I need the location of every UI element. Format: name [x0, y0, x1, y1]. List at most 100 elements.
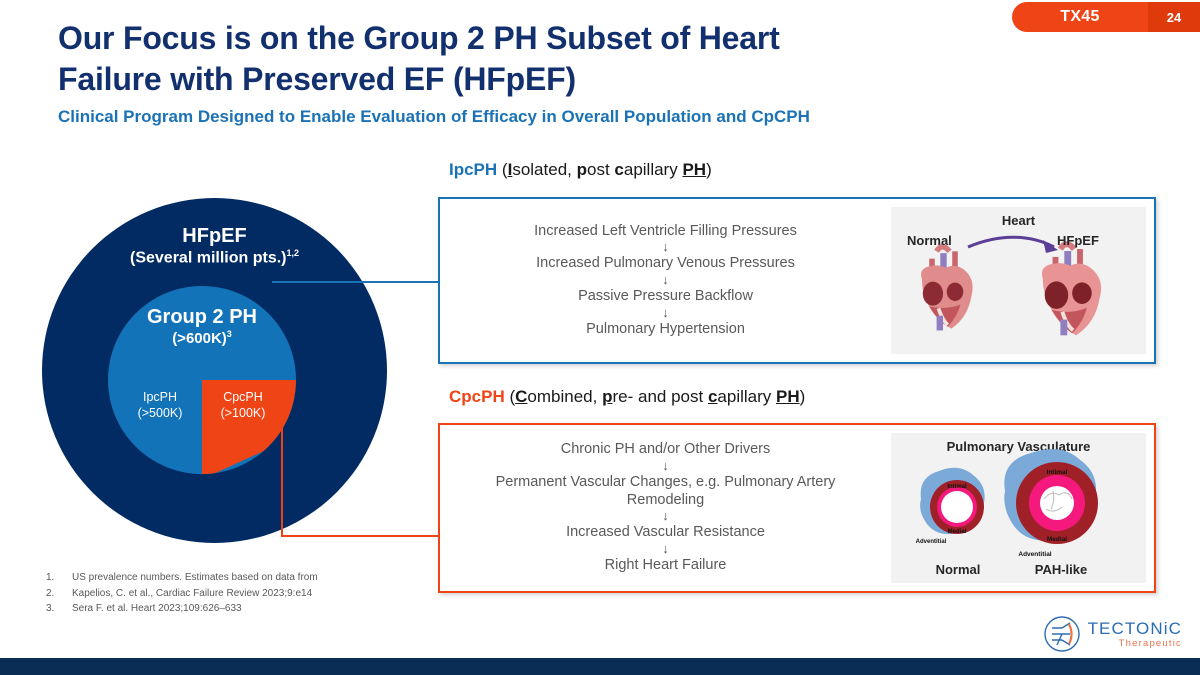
segment-cpcph-value: (>100K) [220, 405, 266, 420]
group2-inner-circle: Group 2 PH (>600K)3 IpcPH (>500K) CpcPH … [108, 286, 296, 474]
heart-comparison-icon [921, 235, 1102, 336]
ipcph-hp-3: p [576, 160, 587, 179]
footnote-text: Sera F. et al. Heart 2023;109:626–633 [72, 603, 242, 614]
footnote-number: 1. [46, 572, 55, 583]
group2-sublabel-row: (>600K)3 [108, 329, 296, 349]
connector-line-cpcph-horizontal [281, 535, 438, 537]
cpcph-flow-step: Right Heart Failure [604, 556, 727, 573]
cpcph-flow-step: Increased Vascular Resistance [566, 524, 765, 541]
cpcph-hp-3: p [602, 387, 613, 406]
page-subtitle: Clinical Program Designed to Enable Eval… [58, 107, 810, 126]
cpcph-hp-7: PH [776, 387, 800, 406]
logo-tagline: Therapeutic [1118, 637, 1182, 649]
down-arrow-icon: ↓ [662, 272, 669, 288]
footnote-text: Kapelios, C. et al., Cardiac Failure Rev… [72, 587, 313, 599]
vasculature-pah-caption: PAH-like [1034, 562, 1088, 577]
logo-name: TECTONiC [1087, 618, 1182, 638]
ipcph-flow-step: Increased Pulmonary Venous Pressures [536, 255, 795, 272]
connector-line-cpcph-vertical [281, 420, 283, 537]
ipcph-section-heading: IpcPH (Isolated, post capillary PH) [449, 160, 712, 180]
cpcph-hp-8: ) [799, 387, 806, 406]
footnotes-list: 1. US prevalence numbers. Estimates base… [46, 570, 466, 617]
ipcph-flow-list: Increased Left Ventricle Filling Pressur… [440, 199, 891, 362]
cpcph-hp-1: C [515, 387, 528, 406]
footnote-number: 3. [46, 603, 55, 614]
footer-bar [0, 658, 1200, 675]
footnote-text: US prevalence numbers. Estimates based o… [72, 572, 318, 583]
hfpef-label-group: HFpEF (Several million pts.)1,2 [42, 224, 387, 269]
ipcph-hp-2: solated, [512, 160, 577, 179]
cpcph-abbr: CpcPH [449, 387, 505, 406]
hfpef-sublabel: (Several million pts.) [130, 249, 287, 267]
cpcph-section-heading: CpcPH (Combined, pre- and post capillary… [449, 387, 805, 407]
cpcph-hp-5: c [707, 387, 718, 406]
heart-hfpef-caption: HFpEF [1057, 233, 1099, 248]
group2-refs: 3 [226, 329, 232, 339]
svg-text:Medial: Medial [948, 529, 967, 535]
down-arrow-icon: ↓ [662, 458, 669, 474]
group2-label: Group 2 PH [146, 306, 257, 328]
cpcph-hp-6: apillary [717, 387, 776, 406]
heart-illustration-title: Heart [1001, 213, 1036, 228]
group2-sublabel: (>600K) [172, 330, 227, 347]
segment-label-cpcph: CpcPH (>100K) [204, 390, 282, 421]
svg-text:Intimal: Intimal [947, 484, 967, 490]
segment-ipcph-value: (>500K) [137, 405, 183, 420]
cpcph-flow-step: Permanent Vascular Changes, e.g. Pulmona… [495, 474, 836, 508]
segment-cpcph-name: CpcPH [223, 390, 263, 404]
prevalence-venn-diagram: HFpEF (Several million pts.)1,2 Group 2 … [42, 198, 392, 548]
logo-text-group: TECTONiC Therapeutic [1088, 620, 1182, 649]
page-title: Our Focus is on the Group 2 PH Subset of… [58, 20, 780, 97]
ipcph-hp-5: c [614, 160, 624, 179]
ipcph-hp-7: PH [682, 160, 707, 179]
cpcph-panel: Chronic PH and/or Other Drivers ↓ Perman… [438, 423, 1156, 593]
heart-normal-caption: Normal [907, 233, 952, 248]
footnote-row: 3. Sera F. et al. Heart 2023;109:626–633 [46, 601, 466, 617]
ipcph-hp-6: apillary [623, 160, 683, 179]
down-arrow-icon: ↓ [662, 508, 669, 524]
vessel-cross-section-icon: Intimal Medial Adventitial Intimal Media… [916, 449, 1098, 558]
ipcph-heading-expansion: (Isolated, post capillary PH) [502, 160, 712, 179]
tectonic-mark-icon [1043, 616, 1080, 652]
svg-text:Adventitial: Adventitial [916, 539, 947, 545]
hfpef-sublabel-row: (Several million pts.)1,2 [42, 248, 387, 269]
ipcph-panel: Increased Left Ventricle Filling Pressur… [438, 197, 1156, 364]
ipcph-flow-step: Passive Pressure Backflow [578, 287, 753, 304]
ipcph-flow-step: Pulmonary Hypertension [586, 320, 745, 337]
vasculature-normal-caption: Normal [935, 562, 981, 577]
badge-page-number: 24 [1148, 2, 1200, 32]
segment-ipcph-name: IpcPH [142, 390, 178, 404]
group2-label-group: Group 2 PH (>600K)3 [108, 306, 296, 349]
cpcph-flow-step: Chronic PH and/or Other Drivers [560, 441, 771, 458]
ipcph-abbr: IpcPH [449, 160, 498, 179]
down-arrow-icon: ↓ [662, 239, 669, 255]
cpcph-hp-2: ombined, [527, 387, 603, 406]
svg-text:Intimal: Intimal [1047, 469, 1068, 476]
down-arrow-icon: ↓ [662, 304, 669, 320]
down-arrow-icon: ↓ [662, 541, 669, 556]
ipcph-hp-8: ) [706, 160, 712, 179]
footnote-row: 1. US prevalence numbers. Estimates base… [46, 570, 466, 586]
ipcph-hp-0: ( [501, 160, 508, 179]
connector-line-ipcph [272, 281, 328, 283]
vasculature-illustration-panel: Pulmonary Vasculature Intimal Medial Adv… [891, 433, 1146, 583]
svg-text:Medial: Medial [1047, 536, 1067, 543]
footnote-number: 2. [46, 587, 55, 599]
footnote-row: 2. Kapelios, C. et al., Cardiac Failure … [46, 586, 466, 602]
badge-code-label: TX45 [1060, 8, 1100, 25]
cpcph-flow-list: Chronic PH and/or Other Drivers ↓ Perman… [440, 425, 891, 591]
svg-text:Adventitial: Adventitial [1018, 551, 1051, 558]
hfpef-label: HFpEF [182, 225, 247, 247]
connector-line-ipcph-segment2 [326, 281, 438, 283]
page-badge: TX45 24 [1012, 2, 1200, 32]
heart-illustration-panel: Heart [891, 207, 1146, 354]
segment-label-ipcph: IpcPH (>500K) [124, 390, 196, 421]
ipcph-hp-4: ost [586, 160, 615, 179]
cpcph-heading-expansion: (Combined, pre- and post capillary PH) [509, 387, 805, 406]
cpcph-hp-4: re- and post [612, 387, 708, 406]
company-logo: TECTONiC Therapeutic [1043, 615, 1182, 653]
hfpef-refs: 1,2 [286, 248, 299, 258]
ipcph-flow-step: Increased Left Ventricle Filling Pressur… [534, 222, 797, 239]
ipcph-hp-1: I [507, 160, 513, 179]
